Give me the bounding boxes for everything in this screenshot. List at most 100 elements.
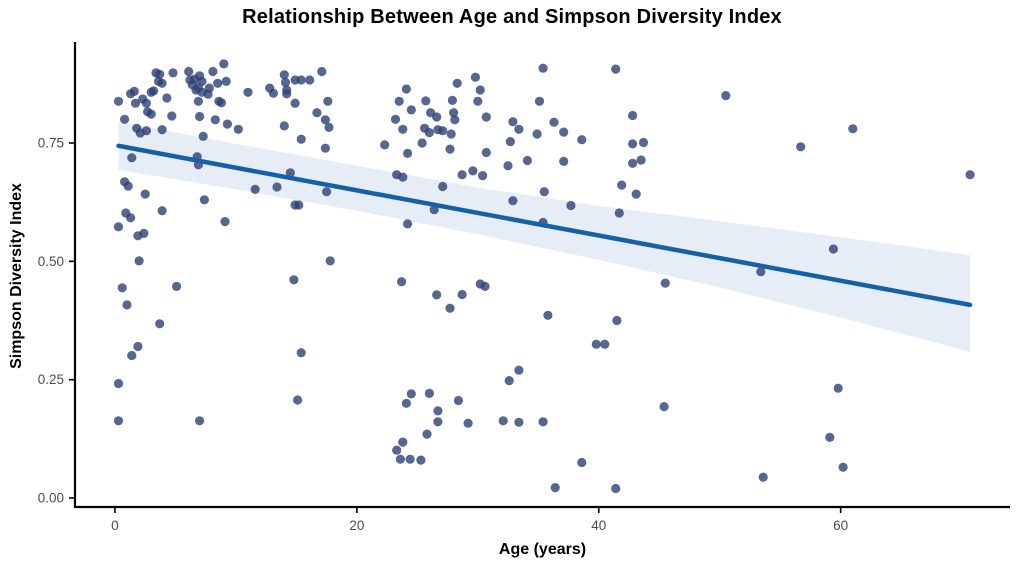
data-point — [514, 417, 524, 427]
y-axis-title: Simpson Diversity Index — [8, 183, 25, 369]
data-point — [172, 281, 182, 291]
data-point — [405, 454, 415, 464]
data-point — [403, 219, 413, 229]
data-point — [129, 86, 139, 96]
data-point — [250, 184, 260, 194]
data-point — [447, 95, 457, 105]
data-point — [617, 180, 627, 190]
data-point — [233, 124, 243, 134]
confidence-band — [118, 121, 971, 352]
data-point — [532, 129, 542, 139]
data-point — [478, 171, 488, 181]
y-tick-label: 0.00 — [38, 491, 64, 506]
data-point — [432, 112, 442, 122]
data-point — [195, 416, 205, 426]
data-point — [210, 115, 220, 125]
data-point — [293, 395, 303, 405]
data-point — [184, 66, 194, 77]
data-point — [577, 457, 587, 468]
data-point — [155, 319, 165, 329]
data-point — [157, 78, 167, 88]
data-point — [534, 96, 545, 106]
data-point — [323, 96, 333, 106]
data-point — [157, 206, 167, 216]
data-point — [117, 283, 127, 293]
data-point — [522, 155, 533, 166]
data-point — [659, 402, 669, 412]
data-point — [397, 277, 407, 287]
data-point — [312, 108, 322, 118]
data-point — [833, 383, 843, 393]
data-point — [838, 462, 848, 472]
data-point — [296, 348, 306, 358]
data-point — [122, 300, 132, 310]
data-point — [416, 455, 426, 465]
data-point — [392, 445, 402, 455]
data-point — [220, 217, 230, 227]
data-point — [320, 115, 330, 125]
data-point — [398, 172, 408, 182]
data-point — [433, 406, 443, 416]
data-point — [123, 181, 133, 191]
data-point — [514, 124, 524, 134]
data-point — [198, 131, 208, 141]
data-point — [450, 115, 460, 125]
data-point — [498, 416, 508, 426]
data-point — [628, 158, 638, 168]
data-point — [401, 84, 411, 94]
data-point — [457, 289, 467, 300]
data-point — [193, 96, 203, 106]
data-point — [638, 137, 649, 148]
data-point — [113, 96, 124, 106]
data-point — [566, 200, 576, 211]
data-point — [559, 127, 569, 137]
x-axis-title: Age (years) — [498, 541, 587, 558]
data-point — [438, 181, 448, 192]
data-point — [612, 315, 622, 326]
data-point — [965, 170, 975, 180]
data-point — [279, 121, 289, 131]
data-point — [406, 105, 416, 115]
data-point — [268, 88, 278, 98]
data-point — [127, 350, 137, 361]
data-point — [481, 147, 491, 158]
data-point — [219, 59, 229, 69]
data-point — [221, 76, 231, 86]
data-point — [549, 117, 559, 127]
data-point — [432, 290, 442, 300]
data-point — [600, 339, 610, 349]
data-point — [243, 87, 253, 97]
data-point — [216, 98, 226, 108]
data-point — [445, 303, 455, 313]
data-point — [505, 137, 515, 147]
data-point — [438, 126, 448, 136]
data-point — [133, 341, 143, 352]
data-point — [796, 142, 806, 152]
data-point — [424, 388, 434, 398]
data-point — [127, 153, 137, 163]
data-point — [120, 114, 130, 124]
data-point — [272, 182, 282, 192]
data-point — [113, 416, 124, 426]
data-point — [422, 429, 432, 439]
chart-title: Relationship Between Age and Simpson Div… — [242, 6, 782, 28]
data-point — [591, 339, 601, 349]
data-point — [538, 63, 548, 73]
data-point — [390, 114, 401, 124]
data-point — [197, 76, 207, 86]
data-point — [421, 96, 431, 106]
data-point — [452, 78, 462, 88]
data-point — [403, 148, 413, 158]
data-point — [468, 166, 478, 176]
data-point — [296, 134, 306, 144]
data-point — [134, 256, 144, 266]
data-point — [417, 138, 427, 148]
data-point — [282, 89, 292, 99]
data-point — [543, 310, 553, 320]
data-point — [195, 111, 205, 122]
data-point — [445, 144, 455, 154]
data-point — [424, 128, 434, 138]
data-point — [550, 483, 560, 493]
data-point — [721, 91, 731, 101]
